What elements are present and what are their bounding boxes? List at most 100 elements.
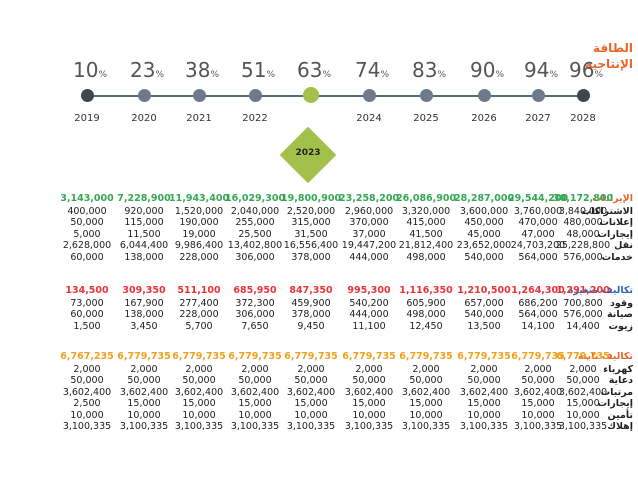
year-label-2024: 2024 [356,113,382,124]
variable-value-cell: 13,500 [467,320,501,332]
fixed-column-2024: 6,779,735 2,000 50,000 3,602,400 15,000 10,00… [339,351,399,432]
revenue-value-cell: 25,228,800 [555,240,611,252]
fixed-total-cell: 6,779,735 [284,351,338,362]
variable-value-cell: 60,000 [70,309,104,321]
fixed-value-cell: 3,602,400 [344,386,394,398]
fixed-value-cell: 15,000 [521,398,555,410]
revenue-value-cell: 16,556,400 [283,240,339,252]
fixed-value-cell: 2,000 [524,364,552,375]
fixed-value-cell: 10,000 [294,409,328,421]
fixed-total-cell: 6,779,735 [399,351,453,362]
revenue-total-cell: 19,800,900 [281,193,342,204]
revenue-column-2020: 7,228,900 920,000 115,000 11,500 6,044,400 13… [114,193,174,263]
fixed-value-cell: 15,000 [182,398,216,410]
timeline-dot-2024 [362,89,376,102]
variable-column-2019: 134,500 73,000 60,000 1,500 [57,285,117,332]
fixed-value-cell: 2,000 [241,364,269,375]
fixed-value-cell: 50,000 [238,375,272,387]
capacity-pct-2022: 51% [241,58,276,82]
revenue-total-cell: 23,258,200 [339,193,400,204]
fixed-labels: تكاليف ثابتة كهرباء دعاية مرتبات إيجارات تأمي… [563,351,633,432]
variable-value-cell: 378,000 [291,309,331,321]
fixed-value-cell: 10,000 [566,409,600,421]
revenue-value-cell: 498,000 [406,251,446,263]
revenue-value-cell: 25,500 [238,228,272,240]
fixed-column-2019: 6,767,235 2,000 50,000 3,602,400 2,500 10,000… [57,351,117,432]
year-label-2027: 2027 [525,113,551,124]
fixed-total-cell: 6,779,735 [228,351,282,362]
fixed-value-cell: 10,000 [352,409,386,421]
year-label-2020: 2020 [131,113,157,124]
fixed-value-cell: 3,602,400 [459,386,509,398]
fixed-value-cell: 3,602,400 [513,386,563,398]
variable-value-cell: 14,400 [566,320,600,332]
revenue-column-2024: 23,258,200 2,960,000 370,000 37,000 19,447,2… [339,193,399,263]
variable-value-cell: 167,900 [124,298,164,309]
fixed-value-cell: 2,000 [470,364,498,375]
fixed-value-cell: 2,000 [130,364,158,375]
revenue-value-cell: 21,812,400 [398,240,454,252]
variable-column-2028: 1,291,200 700,800 576,000 14,400 [553,285,613,332]
revenue-value-cell: 60,000 [70,251,104,263]
fixed-value-cell: 3,100,335 [230,420,280,432]
revenue-value-cell: 306,000 [235,251,275,263]
year-label-2028: 2028 [570,113,596,124]
variable-value-cell: 700,800 [563,298,603,309]
fixed-column-2023: 6,779,735 2,000 50,000 3,602,400 15,000 10,00… [281,351,341,432]
fixed-total-cell: 6,779,735 [457,351,511,362]
revenue-labels: الإيرادات الاشتراكات إعلانات إيجارات نقل خدما… [563,193,633,263]
fixed-item-label: إيجارات [597,398,633,410]
revenue-column-2019: 3,143,000 400,000 50,000 5,000 2,628,000 60,0… [57,193,117,263]
year-label-2021: 2021 [186,113,212,124]
fixed-value-cell: 3,100,335 [174,420,224,432]
year-label-2025: 2025 [413,113,439,124]
revenue-total-cell: 29,544,200 [508,193,569,204]
revenue-value-cell: 115,000 [124,217,164,229]
revenue-value-cell: 19,447,200 [341,240,397,252]
fixed-value-cell: 3,100,335 [513,420,563,432]
variable-total-cell: 511,100 [177,285,221,296]
timeline-dot-2023 [303,87,319,103]
revenue-value-cell: 138,000 [124,251,164,263]
variable-value-cell: 5,700 [185,320,213,332]
revenue-value-cell: 9,986,400 [174,240,224,252]
fixed-value-cell: 15,000 [294,398,328,410]
fixed-column-2021: 6,779,735 2,000 50,000 3,602,400 15,000 10,00… [169,351,229,432]
fixed-total-cell: 6,779,735 [172,351,226,362]
fixed-column-2025: 6,779,735 2,000 50,000 3,602,400 15,000 10,00… [396,351,456,432]
revenue-value-cell: 3,760,000 [513,206,563,217]
revenue-value-cell: 315,000 [291,217,331,229]
year-label-2026: 2026 [471,113,497,124]
revenue-value-cell: 540,000 [464,251,504,263]
revenue-column-2026: 28,287,000 3,600,000 450,000 45,000 23,652,0… [454,193,514,263]
variable-title: تكاليف متغيرة [567,285,633,296]
revenue-column-2025: 26,086,900 3,320,000 415,000 41,500 21,812,4… [396,193,456,263]
timeline-dot-2027 [531,89,545,102]
fixed-column-2020: 6,779,735 2,000 50,000 3,602,400 15,000 10,00… [114,351,174,432]
revenue-total-cell: 26,086,900 [396,193,457,204]
variable-value-cell: 498,000 [406,309,446,321]
fixed-value-cell: 15,000 [566,398,600,410]
variable-total-cell: 1,291,200 [556,285,610,296]
revenue-title: الإيرادات [592,193,633,204]
revenue-total-cell: 3,143,000 [60,193,114,204]
fixed-value-cell: 10,000 [467,409,501,421]
fixed-value-cell: 3,100,335 [62,420,112,432]
capacity-pct-2019: 10% [73,58,108,82]
year-label-2022: 2022 [242,113,268,124]
fixed-value-cell: 50,000 [467,375,501,387]
variable-total-cell: 309,350 [122,285,166,296]
fixed-value-cell: 50,000 [127,375,161,387]
capacity-pct-2027: 94% [524,58,559,82]
variable-value-cell: 576,000 [563,309,603,321]
revenue-value-cell: 24,703,200 [510,240,566,252]
variable-value-cell: 9,450 [297,320,325,332]
revenue-value-cell: 480,000 [563,217,603,229]
timeline-dot-2022 [248,89,262,102]
fixed-value-cell: 3,602,400 [119,386,169,398]
revenue-value-cell: 5,000 [73,228,101,240]
capacity-pct-2024: 74% [355,58,390,82]
variable-value-cell: 277,400 [179,298,219,309]
revenue-value-cell: 190,000 [179,217,219,229]
variable-item-label: وقود [610,298,633,309]
